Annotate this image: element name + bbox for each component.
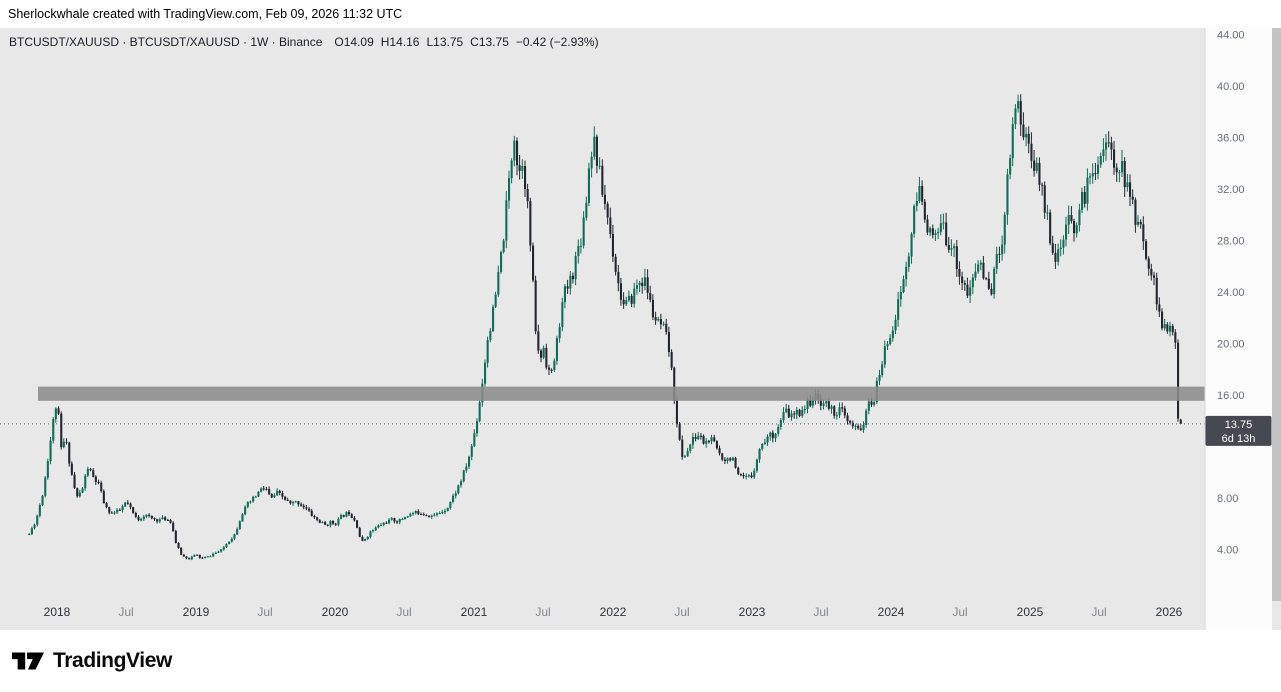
time-tick-label: 2019 — [183, 605, 210, 619]
time-tick-label: Jul — [535, 605, 550, 619]
tradingview-wordmark[interactable]: TradingView — [53, 649, 172, 672]
time-tick-label: 2022 — [600, 605, 627, 619]
ohlc-high: H14.16 — [380, 35, 420, 49]
price-tick-label: 24.00 — [1217, 287, 1245, 299]
svg-text:13.75: 13.75 — [1225, 419, 1253, 431]
support-resistance-band[interactable] — [38, 386, 1205, 401]
price-chart[interactable]: 44.00 40.00 36.00 32.00 28.00 24.00 20.00 16.00… — [0, 28, 1281, 630]
last-price-badge: 13.75 6d 13h — [1205, 415, 1272, 446]
footer-bar: TradingView — [0, 630, 1281, 692]
price-tick-label: 8.00 — [1217, 493, 1238, 505]
time-tick-label: 2020 — [322, 605, 349, 619]
time-tick-label: Jul — [674, 605, 689, 619]
time-tick-label: Jul — [257, 605, 272, 619]
time-tick-label: 2018 — [44, 605, 71, 619]
time-tick-label: Jul — [952, 605, 967, 619]
price-tick-label: 36.00 — [1217, 132, 1245, 144]
time-axis[interactable]: 2018 Jul 2019 Jul 2020 Jul 2021 Jul 2022 Jul 2023 J… — [44, 605, 1183, 619]
candlestick-series — [28, 94, 1182, 561]
price-tick-label: 4.00 — [1217, 545, 1238, 557]
price-tick-label: 28.00 — [1217, 236, 1245, 248]
time-tick-label: Jul — [813, 605, 828, 619]
time-tick-label: Jul — [396, 605, 411, 619]
price-tick-label: 16.00 — [1217, 390, 1245, 402]
time-tick-label: 2025 — [1017, 605, 1044, 619]
ohlc-close: C13.75 — [470, 35, 509, 49]
scrollbar[interactable] — [1272, 28, 1281, 601]
attribution-text: Sherlockwhale created with TradingView.c… — [8, 7, 403, 21]
chart-legend: BTCUSDT/XAUUSD · BTCUSDT/XAUUSD · 1W · B… — [9, 35, 599, 49]
time-tick-label: 2023 — [739, 605, 766, 619]
ohlc-change: −0.42 (−2.93%) — [515, 35, 599, 49]
time-tick-label: 2021 — [461, 605, 488, 619]
time-tick-label: Jul — [1091, 605, 1106, 619]
time-tick-label: 2026 — [1156, 605, 1183, 619]
time-tick-label: 2024 — [878, 605, 905, 619]
time-tick-label: Jul — [118, 605, 133, 619]
svg-text:6d 13h: 6d 13h — [1222, 433, 1256, 445]
symbol-title[interactable]: BTCUSDT/XAUUSD · BTCUSDT/XAUUSD · 1W · B… — [9, 35, 323, 49]
attribution-bar: Sherlockwhale created with TradingView.c… — [0, 0, 1281, 28]
chart-area: 44.00 40.00 36.00 32.00 28.00 24.00 20.00 16.00… — [0, 28, 1281, 630]
price-tick-label: 40.00 — [1217, 81, 1245, 93]
price-axis[interactable]: 44.00 40.00 36.00 32.00 28.00 24.00 20.00 16.00… — [1204, 28, 1272, 630]
tradingview-logo-icon[interactable] — [12, 649, 44, 673]
ohlc-low: L13.75 — [426, 35, 464, 49]
price-tick-label: 20.00 — [1217, 339, 1245, 351]
price-tick-label: 32.00 — [1217, 184, 1245, 196]
price-tick-label: 44.00 — [1217, 29, 1245, 41]
ohlc-open: O14.09 — [334, 35, 374, 49]
